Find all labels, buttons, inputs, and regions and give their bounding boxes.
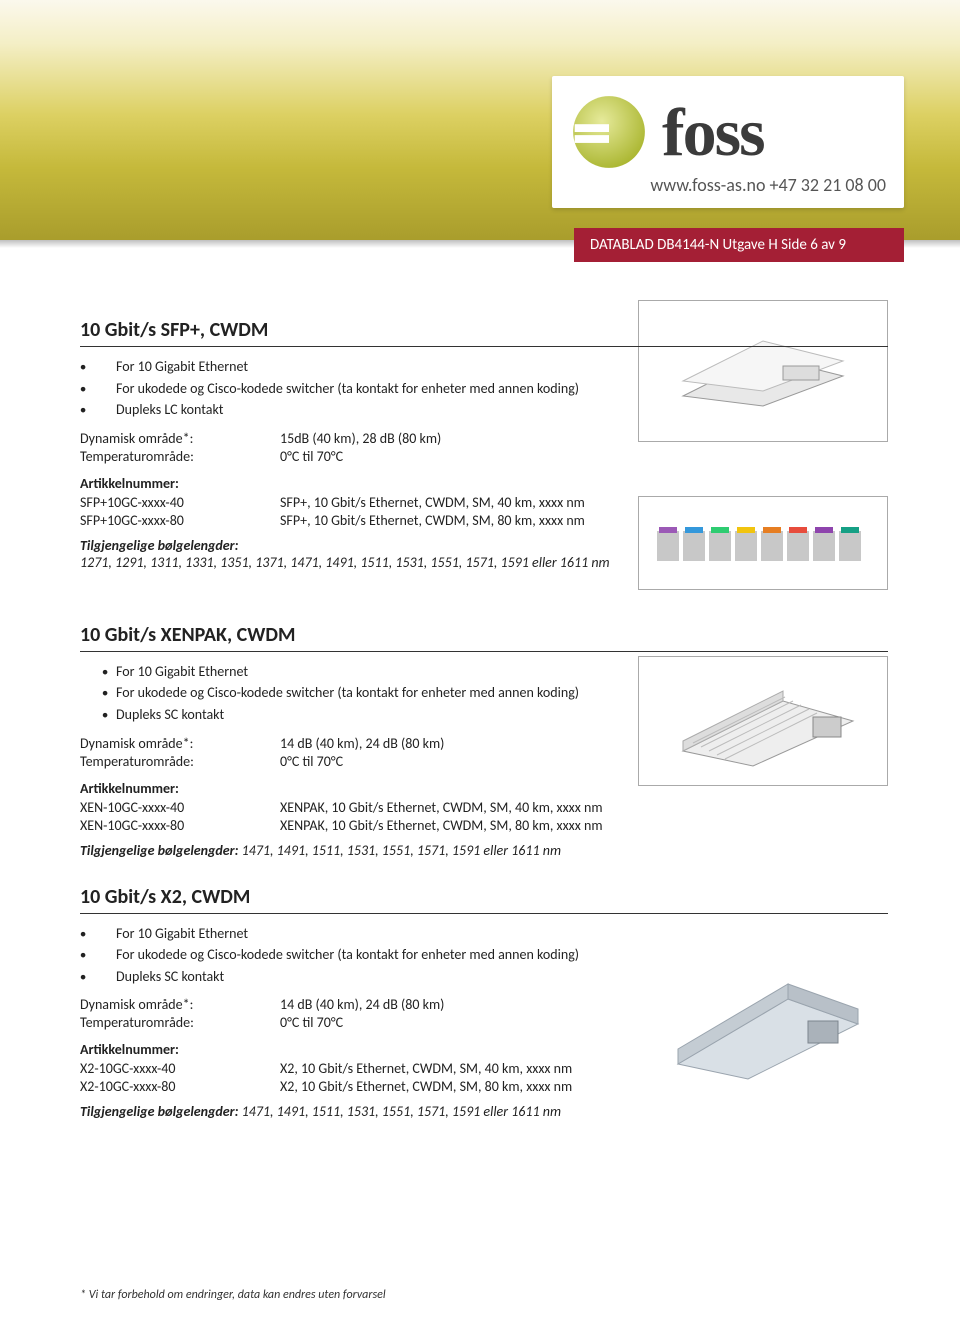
article-code: X2-10GC-xxxx-40 <box>80 1060 280 1077</box>
section-xenpak-cwdm: 10 Gbit/s XENPAK, CWDM For 10 Gigabit Et… <box>80 623 888 859</box>
spec-label: Dynamisk område*: <box>80 996 280 1013</box>
page-content: 10 Gbit/s SFP+, CWDM For 10 Gigabit Ethe… <box>80 300 888 1120</box>
article-grid: SFP+10GC-xxxx-40 SFP+, 10 Gbit/s Etherne… <box>80 494 888 529</box>
bullet-list: For 10 Gigabit Ethernet For ukodede og C… <box>80 924 888 987</box>
article-desc: SFP+, 10 Gbit/s Ethernet, CWDM, SM, 80 k… <box>280 512 888 529</box>
logo-row: foss <box>570 93 886 172</box>
bullet-item: For 10 Gigabit Ethernet <box>80 662 888 682</box>
spec-value: 0°C til 70°C <box>280 448 888 465</box>
bullet-item: Dupleks SC kontakt <box>80 705 888 725</box>
wavelengths-list: 1471, 1491, 1511, 1531, 1551, 1571, 1591… <box>242 1103 561 1120</box>
bullet-list: For 10 Gigabit Ethernet For ukodede og C… <box>80 662 888 725</box>
section-title: 10 Gbit/s X2, CWDM <box>80 885 888 914</box>
spec-grid: Dynamisk område*: 14 dB (40 km), 24 dB (… <box>80 735 888 770</box>
article-code: SFP+10GC-xxxx-80 <box>80 512 280 529</box>
spec-label: Dynamisk område*: <box>80 430 280 447</box>
bullet-list: For 10 Gigabit Ethernet For ukodede og C… <box>80 357 888 420</box>
article-code: XEN-10GC-xxxx-40 <box>80 799 280 816</box>
bullet-item: For ukodede og Cisco-kodede switcher (ta… <box>80 379 888 399</box>
section-title: 10 Gbit/s XENPAK, CWDM <box>80 623 888 652</box>
article-desc: XENPAK, 10 Gbit/s Ethernet, CWDM, SM, 80… <box>280 817 888 834</box>
wavelengths-inline: Tilgjengelige bølgelengder: 1471, 1491, … <box>80 1103 888 1120</box>
section-x2-cwdm: 10 Gbit/s X2, CWDM For 10 Gigabit Ethern… <box>80 885 888 1121</box>
spec-label: Temperaturområde: <box>80 753 280 770</box>
article-heading: Artikkelnummer: <box>80 1041 888 1058</box>
bullet-item: For 10 Gigabit Ethernet <box>80 924 888 944</box>
article-desc: X2, 10 Gbit/s Ethernet, CWDM, SM, 80 km,… <box>280 1078 888 1095</box>
spec-grid: Dynamisk område*: 15dB (40 km), 28 dB (8… <box>80 430 888 465</box>
wavelengths-title: Tilgjengelige bølgelengder: <box>80 842 238 859</box>
wavelengths-list: 1471, 1491, 1511, 1531, 1551, 1571, 1591… <box>242 842 561 859</box>
spec-value: 0°C til 70°C <box>280 1014 888 1031</box>
article-grid: X2-10GC-xxxx-40 X2, 10 Gbit/s Ethernet, … <box>80 1060 888 1095</box>
wavelengths-inline: Tilgjengelige bølgelengder: 1471, 1491, … <box>80 842 888 859</box>
article-grid: XEN-10GC-xxxx-40 XENPAK, 10 Gbit/s Ether… <box>80 799 888 834</box>
bullet-item: Dupleks LC kontakt <box>80 400 888 420</box>
wavelengths-title: Tilgjengelige bølgelengder: <box>80 537 888 554</box>
bullet-item: For ukodede og Cisco-kodede switcher (ta… <box>80 683 888 703</box>
article-heading: Artikkelnummer: <box>80 475 888 492</box>
article-code: X2-10GC-xxxx-80 <box>80 1078 280 1095</box>
logo-url: www.foss-as.no +47 32 21 08 00 <box>570 174 886 196</box>
spec-value: 14 dB (40 km), 24 dB (80 km) <box>280 735 888 752</box>
spec-grid: Dynamisk område*: 14 dB (40 km), 24 dB (… <box>80 996 888 1031</box>
spec-value: 15dB (40 km), 28 dB (80 km) <box>280 430 888 447</box>
bullet-item: Dupleks SC kontakt <box>80 967 888 987</box>
logo-text: foss <box>662 93 764 172</box>
wavelengths-block: Tilgjengelige bølgelengder: 1271, 1291, … <box>80 537 888 571</box>
article-desc: X2, 10 Gbit/s Ethernet, CWDM, SM, 40 km,… <box>280 1060 888 1077</box>
logo-box: foss www.foss-as.no +47 32 21 08 00 <box>552 76 904 208</box>
article-desc: XENPAK, 10 Gbit/s Ethernet, CWDM, SM, 40… <box>280 799 888 816</box>
wavelengths-title: Tilgjengelige bølgelengder: <box>80 1103 238 1120</box>
article-code: SFP+10GC-xxxx-40 <box>80 494 280 511</box>
article-heading: Artikkelnummer: <box>80 780 888 797</box>
wavelengths-list: 1271, 1291, 1311, 1331, 1351, 1371, 1471… <box>80 554 888 571</box>
spec-label: Temperaturområde: <box>80 448 280 465</box>
spec-value: 14 dB (40 km), 24 dB (80 km) <box>280 996 888 1013</box>
bullet-item: For 10 Gigabit Ethernet <box>80 357 888 377</box>
foss-globe-icon <box>570 93 648 171</box>
spec-label: Dynamisk område*: <box>80 735 280 752</box>
bullet-item: For ukodede og Cisco-kodede switcher (ta… <box>80 945 888 965</box>
spec-value: 0°C til 70°C <box>280 753 888 770</box>
spec-label: Temperaturområde: <box>80 1014 280 1031</box>
footer-note: * Vi tar forbehold om endringer, data ka… <box>80 1288 386 1302</box>
article-desc: SFP+, 10 Gbit/s Ethernet, CWDM, SM, 40 k… <box>280 494 888 511</box>
article-code: XEN-10GC-xxxx-80 <box>80 817 280 834</box>
section-title: 10 Gbit/s SFP+, CWDM <box>80 318 888 347</box>
section-sfp-cwdm: 10 Gbit/s SFP+, CWDM For 10 Gigabit Ethe… <box>80 318 888 571</box>
doc-ref-bar: DATABLAD DB4144-N Utgave H Side 6 av 9 <box>574 228 904 262</box>
